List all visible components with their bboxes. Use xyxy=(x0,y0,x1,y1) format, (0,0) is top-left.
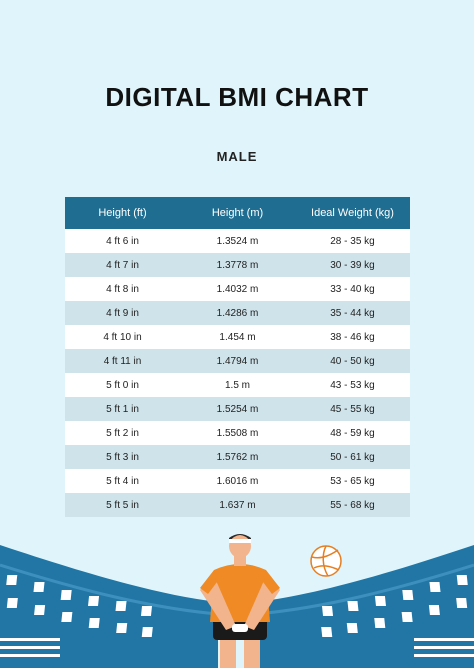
volleyball-icon xyxy=(310,545,342,577)
cell-height-m: 1.5508 m xyxy=(180,421,295,445)
cell-height-m: 1.3524 m xyxy=(180,229,295,253)
table-row: 5 ft 5 in 1.637 m 55 - 68 kg xyxy=(65,493,410,517)
cell-ideal-weight: 50 - 61 kg xyxy=(295,445,410,469)
cell-height-m: 1.4032 m xyxy=(180,277,295,301)
table-row: 4 ft 8 in 1.4032 m 33 - 40 kg xyxy=(65,277,410,301)
table-row: 4 ft 10 in 1.454 m 38 - 46 kg xyxy=(65,325,410,349)
cell-ideal-weight: 40 - 50 kg xyxy=(295,349,410,373)
cell-height-ft: 4 ft 9 in xyxy=(65,301,180,325)
table-row: 4 ft 9 in 1.4286 m 35 - 44 kg xyxy=(65,301,410,325)
cell-height-ft: 4 ft 11 in xyxy=(65,349,180,373)
cell-height-ft: 5 ft 3 in xyxy=(65,445,180,469)
cell-height-ft: 4 ft 10 in xyxy=(65,325,180,349)
cell-height-ft: 4 ft 8 in xyxy=(65,277,180,301)
cell-ideal-weight: 35 - 44 kg xyxy=(295,301,410,325)
column-header-ideal-weight: Ideal Weight (kg) xyxy=(295,197,410,229)
cell-ideal-weight: 48 - 59 kg xyxy=(295,421,410,445)
table-header-row: Height (ft) Height (m) Ideal Weight (kg) xyxy=(65,197,410,229)
table-row: 4 ft 7 in 1.3778 m 30 - 39 kg xyxy=(65,253,410,277)
cell-height-m: 1.5762 m xyxy=(180,445,295,469)
cell-height-ft: 5 ft 0 in xyxy=(65,373,180,397)
cell-height-m: 1.4286 m xyxy=(180,301,295,325)
cell-height-m: 1.4794 m xyxy=(180,349,295,373)
cell-height-m: 1.454 m xyxy=(180,325,295,349)
page-title: DIGITAL BMI CHART xyxy=(105,82,369,112)
cell-ideal-weight: 45 - 55 kg xyxy=(295,397,410,421)
table-row: 5 ft 2 in 1.5508 m 48 - 59 kg xyxy=(65,421,410,445)
column-header-height-ft: Height (ft) xyxy=(65,197,180,229)
cell-ideal-weight: 38 - 46 kg xyxy=(295,325,410,349)
cell-ideal-weight: 30 - 39 kg xyxy=(295,253,410,277)
page-subtitle: MALE xyxy=(216,149,258,164)
cell-ideal-weight: 43 - 53 kg xyxy=(295,373,410,397)
cell-height-ft: 5 ft 2 in xyxy=(65,421,180,445)
table-row: 4 ft 11 in 1.4794 m 40 - 50 kg xyxy=(65,349,410,373)
cell-height-m: 1.5 m xyxy=(180,373,295,397)
cell-height-m: 1.637 m xyxy=(180,493,295,517)
table-row: 5 ft 4 in 1.6016 m 53 - 65 kg xyxy=(65,469,410,493)
table-row: 4 ft 6 in 1.3524 m 28 - 35 kg xyxy=(65,229,410,253)
table-row: 5 ft 0 in 1.5 m 43 - 53 kg xyxy=(65,373,410,397)
cell-height-ft: 5 ft 1 in xyxy=(65,397,180,421)
stadium-stands-illustration xyxy=(0,534,474,668)
cell-height-ft: 4 ft 6 in xyxy=(65,229,180,253)
table-row: 5 ft 1 in 1.5254 m 45 - 55 kg xyxy=(65,397,410,421)
cell-height-ft: 5 ft 4 in xyxy=(65,469,180,493)
cell-ideal-weight: 53 - 65 kg xyxy=(295,469,410,493)
column-header-height-m: Height (m) xyxy=(180,197,295,229)
volleyball-player-illustration xyxy=(200,534,280,668)
cell-height-m: 1.5254 m xyxy=(180,397,295,421)
cell-ideal-weight: 28 - 35 kg xyxy=(295,229,410,253)
cell-ideal-weight: 55 - 68 kg xyxy=(295,493,410,517)
table-row: 5 ft 3 in 1.5762 m 50 - 61 kg xyxy=(65,445,410,469)
cell-height-ft: 4 ft 7 in xyxy=(65,253,180,277)
cell-height-m: 1.3778 m xyxy=(180,253,295,277)
bmi-table: Height (ft) Height (m) Ideal Weight (kg)… xyxy=(65,197,410,517)
cell-ideal-weight: 33 - 40 kg xyxy=(295,277,410,301)
cell-height-ft: 5 ft 5 in xyxy=(65,493,180,517)
cell-height-m: 1.6016 m xyxy=(180,469,295,493)
